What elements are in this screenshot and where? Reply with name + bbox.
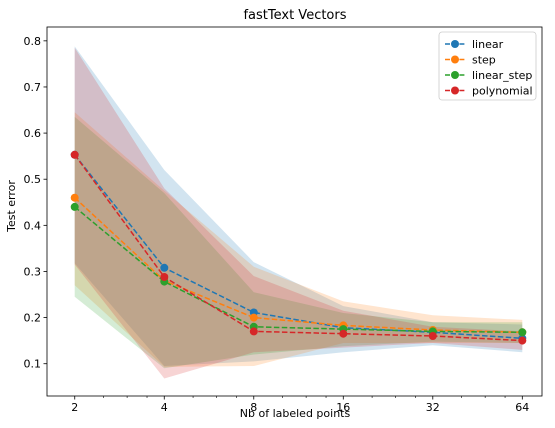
legend-marker-polynomial (451, 86, 459, 95)
y-tick-label: 0.7 (24, 81, 42, 94)
point-linear_step-2 (70, 202, 79, 211)
series-line-step (74, 197, 523, 334)
point-polynomial-16 (339, 329, 348, 338)
y-tick-label: 0.6 (24, 127, 42, 140)
band-linear_step (74, 116, 523, 369)
legend-label-linear_step: linear_step (472, 69, 532, 82)
y-tick-label: 0.2 (24, 312, 42, 325)
x-tick-label: 16 (336, 401, 350, 414)
x-tick-label: 2 (71, 401, 78, 414)
legend-label-step: step (472, 54, 496, 67)
y-tick-label: 0.3 (24, 265, 42, 278)
point-step-2 (70, 193, 79, 202)
plot-frame (46, 26, 543, 397)
plot-area (70, 46, 527, 379)
band-linear (74, 46, 523, 367)
x-axis-label: Nb of labeled points (240, 407, 351, 420)
point-polynomial-2 (70, 150, 79, 159)
legend-box (438, 31, 537, 101)
legend-marker-step (451, 55, 459, 64)
x-tick-label: 8 (250, 401, 257, 414)
point-step-8 (249, 313, 258, 322)
x-tick-label: 32 (426, 401, 440, 414)
x-tick-label: 4 (161, 401, 168, 414)
point-linear_step-64 (518, 328, 527, 337)
point-polynomial-64 (518, 336, 527, 345)
y-tick-label: 0.1 (24, 358, 42, 371)
legend-marker-linear (451, 40, 459, 48)
point-polynomial-8 (249, 327, 258, 336)
axes: 2 4 8 16 32 64 0.1 0.2 0.3 0.4 0.5 0.6 0.7 0.8 (24, 26, 543, 414)
series-line-linear (74, 154, 523, 340)
y-axis-label: Test error (5, 180, 18, 233)
legend-marker-linear_step (451, 71, 459, 79)
point-linear-4 (160, 263, 169, 272)
y-tick-label: 0.8 (24, 35, 42, 48)
y-tick-label: 0.5 (24, 173, 42, 186)
point-polynomial-4 (160, 273, 169, 281)
band-polynomial (74, 47, 523, 379)
legend-label-linear: linear (472, 38, 504, 51)
chart-title: fastText Vectors (243, 8, 346, 23)
series-line-polynomial (74, 154, 523, 342)
band-step (74, 112, 523, 367)
legend-label-polynomial: polynomial (472, 85, 533, 98)
point-polynomial-32 (428, 332, 437, 340)
x-tick-label: 64 (515, 401, 529, 414)
series-line-linear_step (74, 206, 523, 334)
legend: linear step linear_step polynomial (438, 31, 537, 101)
y-tick-label: 0.4 (24, 219, 42, 232)
